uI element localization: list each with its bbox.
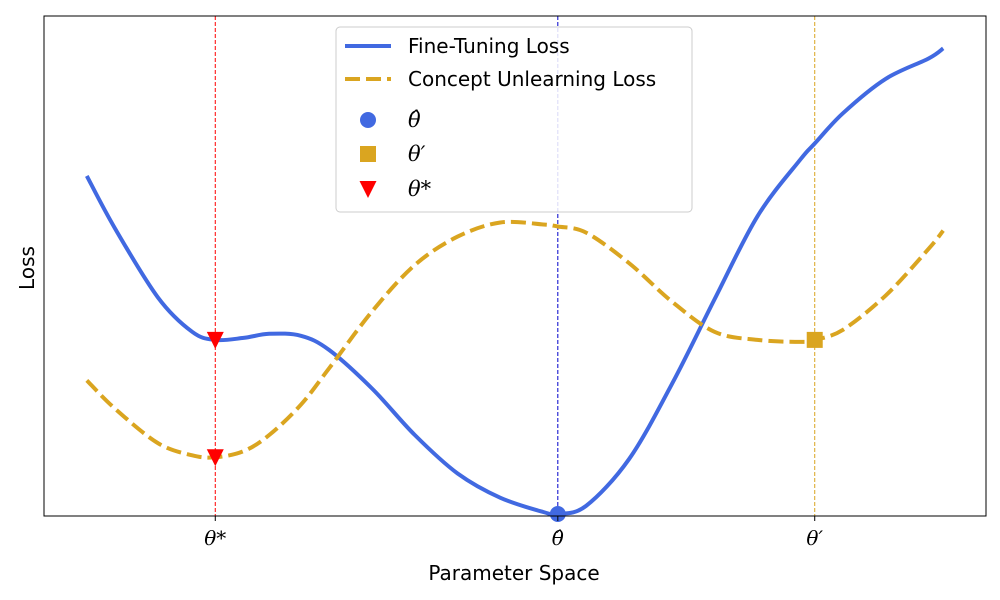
legend: Fine-Tuning Loss Concept Unlearning Loss θ…: [335, 26, 693, 213]
legend-marker-3: [360, 146, 376, 162]
y-axis-label: Loss: [15, 246, 39, 290]
legend-frame: [335, 26, 693, 213]
legend-label-4: θ*: [408, 177, 432, 201]
x-tick-label-1: θ̂: [552, 526, 564, 550]
legend-label-1: Concept Unlearning Loss: [408, 67, 656, 91]
x-tick-label-0: θ*: [204, 526, 226, 550]
x-ticks: θ* θ̂ θ′: [204, 516, 823, 550]
legend-label-2: θ̂: [408, 108, 421, 132]
legend-label-3: θ′: [408, 142, 426, 166]
marker-0-0: [549, 505, 566, 522]
legend-label-0: Fine-Tuning Loss: [408, 34, 570, 58]
marker-2-0: [206, 331, 224, 349]
plot-area: [85, 16, 945, 522]
x-tick-label-2: θ′: [806, 526, 823, 550]
x-axis-label: Parameter Space: [428, 561, 599, 585]
legend-marker-2: [360, 112, 376, 128]
marker-1-0: [806, 331, 823, 348]
legend-marker-4: [359, 181, 377, 198]
marker-2-1: [206, 449, 224, 467]
plot-frame: [43, 15, 987, 517]
